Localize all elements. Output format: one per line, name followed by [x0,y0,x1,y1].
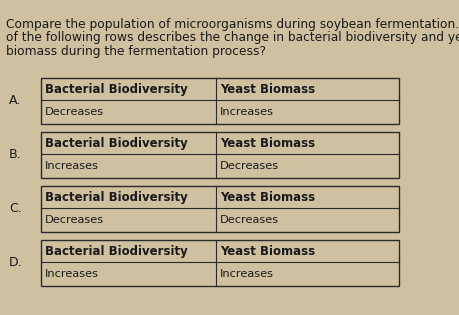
Text: Decreases: Decreases [220,161,279,171]
Text: Increases: Increases [220,269,274,279]
Text: Bacterial Biodiversity: Bacterial Biodiversity [45,244,188,258]
Text: Increases: Increases [220,107,274,117]
Bar [41,132,399,178]
Text: C.: C. [9,203,22,215]
Text: biomass during the fermentation process?: biomass during the fermentation process? [6,45,266,58]
Text: Decreases: Decreases [45,107,105,117]
Text: Compare the population of microorganisms during soybean fermentation. Which: Compare the population of microorganisms… [6,18,459,31]
Text: Increases: Increases [45,269,99,279]
Text: B.: B. [9,148,22,162]
Text: Bacterial Biodiversity: Bacterial Biodiversity [45,83,188,95]
Text: Increases: Increases [45,161,99,171]
Text: D.: D. [9,256,23,270]
Text: Bacterial Biodiversity: Bacterial Biodiversity [45,136,188,150]
Bar [41,240,399,286]
Bar [41,186,399,232]
Text: Decreases: Decreases [220,215,279,225]
Text: of the following rows describes the change in bacterial biodiversity and yeast: of the following rows describes the chan… [6,32,459,44]
Text: Yeast Biomass: Yeast Biomass [220,244,315,258]
Text: A.: A. [9,94,22,107]
Text: Yeast Biomass: Yeast Biomass [220,136,315,150]
Bar [41,78,399,124]
Text: Bacterial Biodiversity: Bacterial Biodiversity [45,191,188,203]
Text: Decreases: Decreases [45,215,105,225]
Text: Yeast Biomass: Yeast Biomass [220,191,315,203]
Text: Yeast Biomass: Yeast Biomass [220,83,315,95]
